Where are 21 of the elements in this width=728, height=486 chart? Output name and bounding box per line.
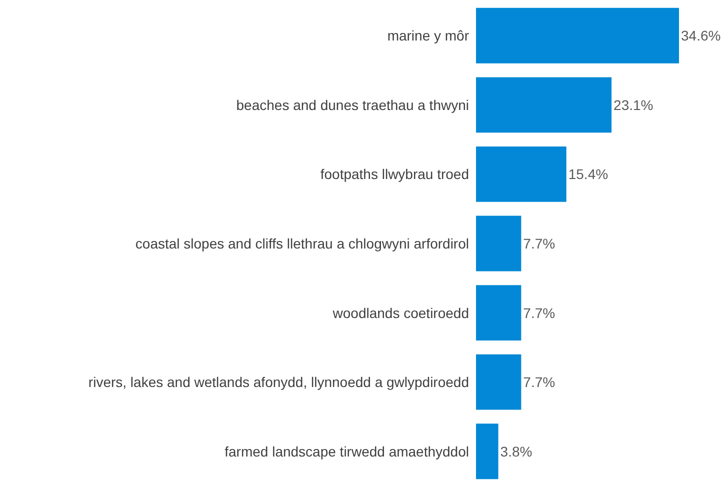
bar bbox=[476, 354, 522, 410]
data-label: 7.7% bbox=[523, 304, 556, 321]
y-tick-label: footpaths llwybrau troed bbox=[320, 166, 469, 182]
bar bbox=[476, 424, 498, 480]
bar bbox=[476, 216, 522, 272]
bar bbox=[476, 146, 566, 202]
bar bbox=[476, 8, 679, 64]
y-tick-label: marine y môr bbox=[387, 28, 470, 44]
y-tick-label: woodlands coetiroedd bbox=[332, 304, 469, 321]
y-tick-label: coastal slopes and cliffs llethrau a chlogwyni arfordirol bbox=[135, 236, 469, 252]
data-label: 7.7% bbox=[523, 374, 556, 390]
bar bbox=[476, 77, 612, 133]
data-label: 7.7% bbox=[523, 236, 556, 252]
data-label: 34.6% bbox=[681, 28, 721, 44]
y-tick-label: beaches and dunes traethau a thwyni bbox=[236, 96, 469, 113]
data-label: 23.1% bbox=[614, 96, 654, 113]
data-label: 3.8% bbox=[500, 443, 532, 460]
bar bbox=[476, 285, 522, 340]
y-tick-label: rivers, lakes and wetlands afonydd, llynnoedd a gwlypdiroedd bbox=[88, 374, 469, 390]
data-label: 15.4% bbox=[568, 166, 608, 182]
y-tick-label: farmed landscape tirwedd amaethyddol bbox=[224, 443, 469, 460]
